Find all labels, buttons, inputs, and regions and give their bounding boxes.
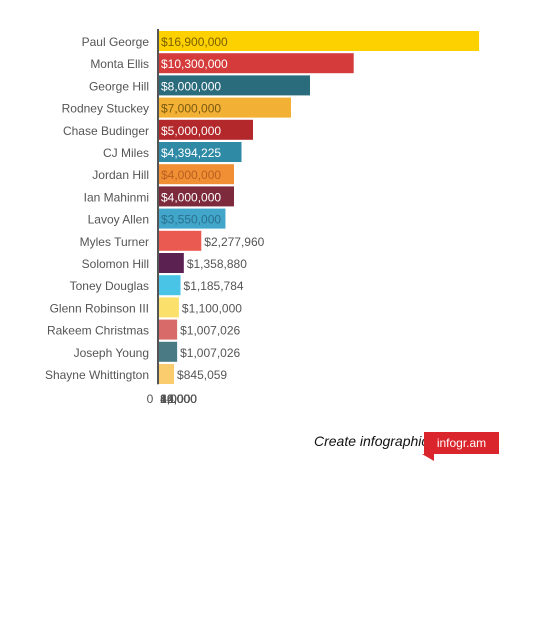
bar [158,230,202,251]
value-label: $2,277,960 [204,235,264,249]
x-tick-label: 12,000 [160,392,197,406]
footer: Create infographics infogr.am [300,432,510,461]
bar-chart: 0 2,0004,0006,0008,00010,00012,00014,0001… [45,29,480,406]
x-tick-label: 6,000 [160,392,190,406]
category-label: CJ Miles [103,146,149,160]
x-tick-label: 0 [147,392,154,406]
category-label: Ian Mahinmi [84,190,149,204]
category-label: Rakeem Christmas [47,324,149,338]
bar [158,75,310,96]
category-label: Chase Budinger [63,124,149,138]
value-label: $1,358,880 [187,257,247,271]
bar [158,53,354,74]
x-tick-label: 16,000 [160,392,197,406]
x-tick-label: 14,000 [160,392,197,406]
bar [158,97,291,118]
bar [158,319,178,340]
category-label: Paul George [82,35,150,49]
category-label: Lavoy Allen [88,213,149,227]
brand-logo[interactable]: infogr.am [424,432,499,454]
category-label: George Hill [89,79,149,93]
bar [158,119,253,140]
category-label: Myles Turner [80,235,149,249]
value-label: $4,000,000 [161,190,221,204]
bar [158,186,234,207]
value-label: $3,550,000 [161,213,221,227]
bar [158,364,175,384]
value-label: $16,900,000 [161,35,228,49]
value-label: $4,394,225 [161,146,221,160]
category-label: Toney Douglas [70,279,149,293]
x-tick-label: 4,000 [160,392,190,406]
brand-logo-tail [422,454,434,461]
bar [158,31,480,51]
category-label: Joseph Young [74,346,149,360]
value-label: $1,007,026 [180,346,240,360]
bar [158,164,234,185]
bar [158,142,242,162]
value-label: $1,007,026 [180,324,240,338]
bar [158,297,179,318]
x-tick-label: 10,000 [160,392,197,406]
value-label: $1,185,784 [184,279,244,293]
category-label: Glenn Robinson III [50,301,149,315]
bar [158,275,181,296]
category-label: Jordan Hill [92,168,149,182]
value-label: $8,000,000 [161,79,221,93]
bar [158,253,184,273]
category-label: Monta Ellis [90,57,149,71]
bar [158,341,178,362]
category-label: Solomon Hill [82,257,149,271]
value-label: $10,300,000 [161,57,228,71]
category-label: Rodney Stuckey [62,102,149,116]
value-label: $7,000,000 [161,102,221,116]
value-label: $1,100,000 [182,301,242,315]
x-tick-label: 2,000 [160,392,190,406]
value-label: $845,059 [177,368,227,382]
x-tick-label: 8,000 [160,392,190,406]
category-label: Shayne Whittington [45,368,149,382]
value-label: $5,000,000 [161,124,221,138]
create-infographics-link[interactable]: Create infographics [314,433,436,449]
value-label: $4,000,000 [161,168,221,182]
bar [158,208,226,229]
